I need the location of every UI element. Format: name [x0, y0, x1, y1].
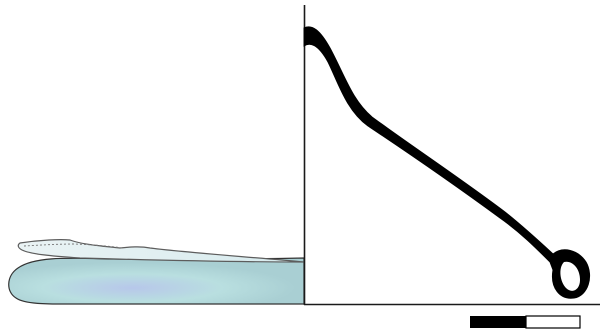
scale-bar [470, 315, 581, 329]
specimen-body [8, 257, 305, 305]
band-loop-hole [560, 261, 580, 291]
scale-bar-dark-segment [470, 316, 526, 328]
scale-bar-light-segment [525, 315, 581, 329]
specimen-band [303, 26, 590, 299]
